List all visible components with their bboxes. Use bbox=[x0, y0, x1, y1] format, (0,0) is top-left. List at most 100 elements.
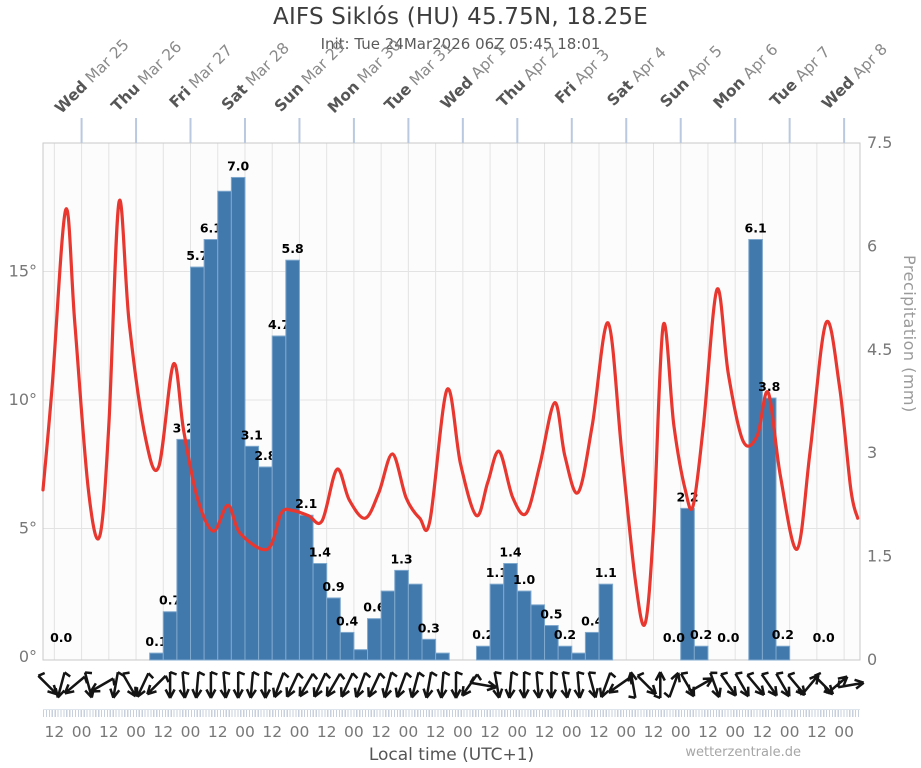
right-axis-ticks: 0 1.5 3 4.5 6 7.5 bbox=[867, 133, 892, 669]
x-tick-label: 12 bbox=[153, 723, 173, 741]
precip-bar bbox=[176, 438, 192, 661]
wind-arrow bbox=[339, 672, 359, 698]
wind-arrow bbox=[560, 670, 572, 699]
wind-arrow bbox=[709, 671, 722, 699]
wind-arrow bbox=[37, 671, 58, 696]
wind-arrow-row bbox=[37, 670, 865, 700]
x-tick-label: 00 bbox=[725, 723, 745, 741]
wind-arrow bbox=[636, 671, 658, 696]
wind-arrow bbox=[775, 671, 791, 698]
precip-bar bbox=[693, 645, 709, 661]
wind-arrow bbox=[178, 670, 190, 699]
precip-bar bbox=[584, 631, 600, 661]
bar-value-label: 1.3 bbox=[390, 551, 412, 566]
x-tick-label: 00 bbox=[507, 723, 527, 741]
x-tick-label: 12 bbox=[317, 723, 337, 741]
init-subtitle: Init: Tue 24Mar2026 06Z 05:45 18:01 bbox=[320, 35, 601, 53]
precip-bar bbox=[271, 335, 287, 661]
zero-precip-label: 0.0 bbox=[663, 630, 685, 645]
left-axis-tick-label: 0° bbox=[19, 647, 37, 666]
x-tick-label: 00 bbox=[616, 723, 636, 741]
wind-arrow bbox=[54, 671, 71, 699]
wind-arrow bbox=[518, 670, 532, 699]
wind-arrow bbox=[450, 670, 463, 699]
precip-bar bbox=[285, 259, 300, 661]
right-axis-tick-label: 1.5 bbox=[867, 547, 892, 566]
x-tick-label: 12 bbox=[44, 723, 64, 741]
x-tick-label: 00 bbox=[399, 723, 419, 741]
bar-value-label: 1.0 bbox=[513, 572, 535, 587]
bar-value-label: 1.1 bbox=[486, 565, 508, 580]
bar-value-label: 0.7 bbox=[159, 593, 181, 608]
wind-arrow bbox=[312, 672, 332, 698]
x-tick-label: 00 bbox=[780, 723, 800, 741]
right-axis-title: Precipitation (mm) bbox=[900, 255, 919, 413]
wind-arrow bbox=[135, 672, 155, 698]
bar-value-label: 0.4 bbox=[336, 613, 358, 628]
wind-arrow bbox=[83, 671, 96, 699]
precip-bar bbox=[407, 583, 423, 661]
precip-bar bbox=[544, 625, 559, 661]
x-tick-label: 00 bbox=[344, 723, 364, 741]
x-tick-label: 12 bbox=[698, 723, 718, 741]
wind-arrow bbox=[325, 672, 346, 698]
wind-arrow bbox=[271, 671, 290, 699]
left-axis-tick-label: 15° bbox=[9, 262, 37, 281]
bar-value-label: 7.0 bbox=[227, 158, 249, 173]
precip-bar bbox=[217, 190, 232, 661]
precip-bar bbox=[489, 583, 505, 661]
wind-arrow bbox=[232, 670, 246, 699]
x-tick-label: 12 bbox=[480, 723, 500, 741]
wind-arrow bbox=[146, 674, 170, 696]
x-tick-label: 00 bbox=[72, 723, 92, 741]
wind-arrow bbox=[760, 671, 778, 697]
left-axis-tick-label: 10° bbox=[9, 390, 37, 409]
bar-value-label: 1.1 bbox=[595, 565, 617, 580]
bar-value-label: 2.8 bbox=[254, 448, 276, 463]
precip-bar bbox=[598, 583, 614, 661]
wind-arrow bbox=[545, 670, 559, 699]
wind-arrow bbox=[598, 671, 617, 699]
precip-bar bbox=[190, 266, 205, 661]
wind-arrow bbox=[504, 670, 519, 699]
wind-arrow bbox=[687, 677, 714, 693]
wind-arrow bbox=[121, 671, 137, 698]
wind-arrow bbox=[394, 671, 413, 699]
precip-bar bbox=[367, 618, 382, 661]
precip-bar bbox=[162, 611, 178, 661]
bar-value-label: 1.4 bbox=[309, 544, 331, 559]
wind-arrow bbox=[679, 671, 696, 698]
x-tick-label: 12 bbox=[753, 723, 773, 741]
wind-arrow bbox=[259, 670, 273, 699]
x-tick-label: 12 bbox=[535, 723, 555, 741]
bar-value-label: 0.3 bbox=[418, 620, 440, 635]
wind-arrow bbox=[461, 673, 483, 697]
plot-border bbox=[42, 142, 861, 661]
right-axis-tick-label: 6 bbox=[867, 236, 877, 255]
precip-bar bbox=[748, 239, 763, 661]
bar-value-label: 0.2 bbox=[472, 627, 494, 642]
bar-value-label: 4.7 bbox=[268, 317, 290, 332]
precip-bar bbox=[475, 645, 491, 661]
wind-arrow bbox=[532, 670, 544, 699]
wind-arrow bbox=[836, 678, 865, 690]
bar-value-label: 5.7 bbox=[186, 248, 208, 263]
precip-bar bbox=[203, 239, 219, 661]
x-tick-label: 00 bbox=[235, 723, 255, 741]
wind-arrow bbox=[285, 672, 304, 698]
wind-arrow bbox=[653, 671, 666, 700]
bar-value-label: 0.6 bbox=[363, 600, 385, 615]
right-axis-tick-label: 7.5 bbox=[867, 133, 892, 152]
zero-precip-label: 0.0 bbox=[717, 630, 739, 645]
left-axis-tick-label: 5° bbox=[19, 519, 37, 538]
x-tick-label: 00 bbox=[671, 723, 691, 741]
right-axis-tick-label: 0 bbox=[867, 650, 877, 669]
x-tick-label: 00 bbox=[290, 723, 310, 741]
x-axis-label: Local time (UTC+1) bbox=[368, 745, 535, 765]
precip-bar bbox=[435, 652, 450, 661]
x-tick-label: 12 bbox=[262, 723, 282, 741]
bar-value-label: 0.9 bbox=[322, 579, 344, 594]
precip-bar bbox=[571, 652, 586, 661]
